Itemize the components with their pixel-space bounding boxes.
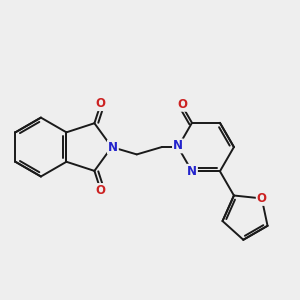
Text: O: O: [96, 97, 106, 110]
Text: O: O: [96, 184, 106, 197]
Text: O: O: [177, 98, 187, 111]
Text: N: N: [108, 141, 118, 154]
Text: N: N: [173, 140, 183, 152]
Text: N: N: [187, 165, 197, 178]
Text: O: O: [257, 192, 267, 205]
